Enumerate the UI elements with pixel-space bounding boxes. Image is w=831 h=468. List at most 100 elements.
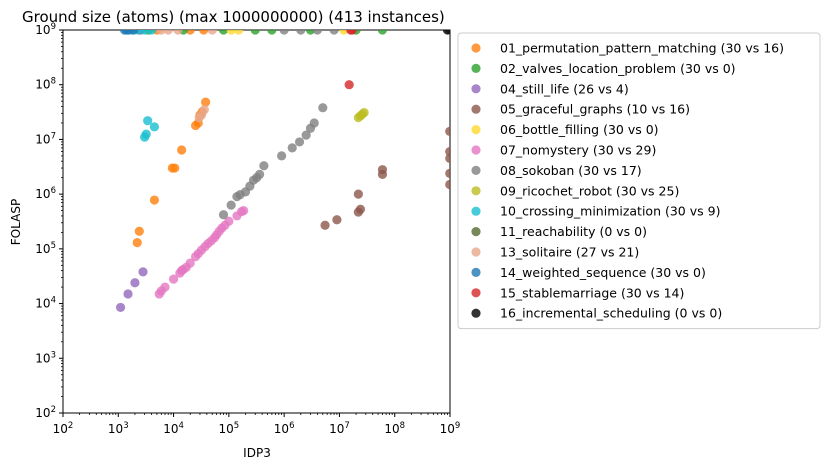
legend-label: 07_nomystery (30 vs 29) — [500, 143, 656, 158]
legend-label: 14_weighted_sequence (30 vs 0) — [500, 265, 706, 280]
data-point — [347, 30, 357, 35]
chart-title: Ground size (atoms) (max 1000000000) (41… — [22, 8, 445, 26]
x-tick-label: 103 — [108, 421, 129, 436]
data-point — [168, 274, 179, 284]
x-tick-label: 105 — [219, 421, 240, 436]
data-point — [224, 216, 234, 226]
y-tick-label: 108 — [35, 77, 56, 92]
data-point — [115, 302, 126, 313]
y-tick-label: 106 — [35, 186, 56, 201]
x-tick-label: 106 — [274, 421, 295, 436]
data-point — [199, 30, 209, 35]
legend-label: 15_stablemarriage (30 vs 14) — [500, 285, 684, 300]
data-point — [332, 215, 342, 225]
data-point — [355, 204, 366, 214]
legend: 01_permutation_pattern_matching (30 vs 1… — [457, 32, 821, 330]
data-point — [207, 30, 217, 35]
data-point — [149, 195, 159, 205]
legend-marker — [471, 63, 481, 73]
data-point — [173, 30, 183, 35]
legend-marker — [471, 288, 481, 298]
data-point — [318, 103, 328, 113]
y-axis: 102 103 104 105 106 107 108 109 — [35, 22, 63, 420]
x-tick-label: 107 — [329, 421, 350, 436]
data-point — [296, 30, 306, 35]
y-tick-label: 109 — [35, 22, 56, 37]
legend-marker — [471, 145, 481, 155]
legend-marker — [471, 308, 481, 318]
legend-label: 02_valves_location_problem (30 vs 0) — [500, 61, 736, 76]
data-point — [277, 151, 287, 161]
legend-label: 11_reachability (0 vs 0) — [500, 224, 647, 239]
legend-marker — [471, 267, 481, 277]
data-point — [226, 30, 236, 35]
x-tick-label: 109 — [440, 421, 461, 436]
data-point — [339, 30, 349, 35]
data-point — [141, 129, 151, 139]
data-point — [279, 30, 289, 35]
data-point — [445, 179, 450, 190]
data-point — [309, 118, 319, 128]
data-point — [344, 80, 354, 90]
data-point — [226, 200, 236, 210]
legend-marker — [471, 43, 481, 53]
data-point — [218, 210, 229, 220]
data-point — [329, 30, 339, 35]
x-axis: 102 103 104 105 106 107 108 109 — [53, 413, 461, 436]
data-point — [170, 163, 180, 173]
data-point — [294, 137, 305, 147]
data-point — [305, 30, 316, 35]
x-tick-label: 108 — [384, 421, 405, 436]
data-point — [199, 105, 209, 115]
data-point — [156, 30, 166, 35]
data-point — [239, 206, 249, 216]
y-tick-label: 104 — [35, 296, 56, 311]
data-point — [287, 143, 297, 153]
data-point — [134, 226, 144, 236]
x-tick-label: 104 — [163, 421, 184, 436]
legend-marker — [471, 247, 481, 257]
data-point — [320, 220, 330, 230]
x-tick-label: 102 — [53, 421, 74, 436]
data-point — [123, 289, 133, 299]
data-point — [177, 145, 187, 155]
data-point — [353, 189, 363, 199]
plot-area — [62, 29, 451, 414]
data-point — [129, 30, 139, 35]
data-point — [359, 107, 369, 118]
data-point — [255, 169, 265, 179]
legend-label: 13_solitaire (27 vs 21) — [500, 245, 639, 260]
x-axis-label: IDP3 — [243, 446, 271, 460]
data-point — [445, 153, 450, 163]
data-point — [218, 30, 229, 35]
data-point — [377, 30, 388, 35]
data-point — [301, 130, 311, 140]
legend-marker — [471, 186, 481, 196]
legend-label: 04_still_life (26 vs 4) — [500, 81, 629, 96]
legend-label: 05_graceful_graphs (10 vs 16) — [500, 102, 690, 117]
legend-marker — [471, 165, 481, 175]
data-point — [445, 146, 450, 157]
legend-marker — [471, 84, 481, 94]
plot-frame — [62, 29, 451, 414]
legend-marker — [471, 206, 481, 216]
legend-frame — [457, 32, 821, 330]
data-point — [138, 267, 148, 277]
data-point — [132, 238, 142, 248]
data-point — [445, 168, 450, 178]
data-point — [143, 116, 153, 126]
legend-label: 09_ricochet_robot (30 vs 25) — [500, 183, 679, 198]
data-point — [267, 30, 277, 35]
legend-label: 01_permutation_pattern_matching (30 vs 1… — [500, 41, 784, 56]
data-point — [146, 30, 157, 35]
y-tick-label: 107 — [35, 131, 56, 146]
data-point — [160, 282, 170, 292]
data-point — [140, 30, 150, 35]
data-point — [149, 122, 159, 132]
data-point — [233, 30, 244, 35]
data-point — [312, 30, 323, 35]
legend-marker — [471, 104, 481, 114]
legend-label: 08_sokoban (30 vs 17) — [500, 163, 642, 178]
legend-label: 16_incremental_scheduling (0 vs 0) — [500, 306, 722, 321]
